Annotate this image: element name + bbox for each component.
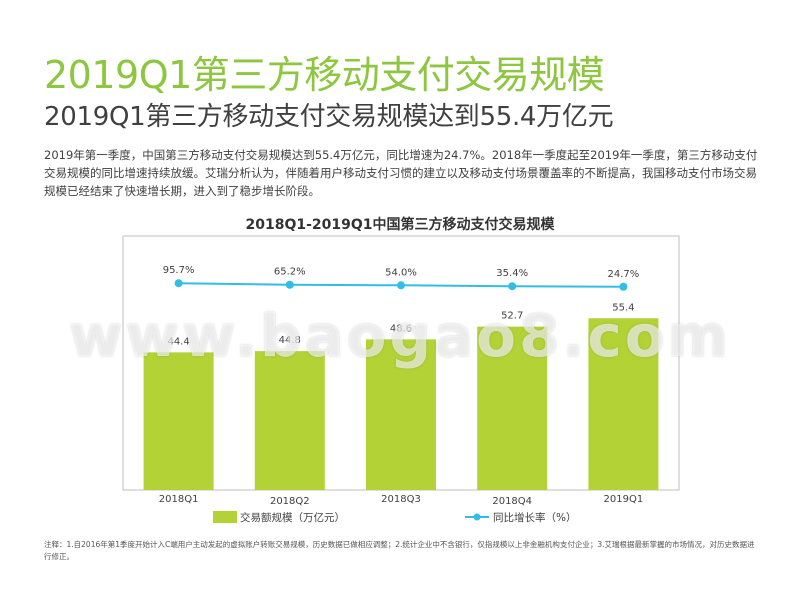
legend-bar-label: 交易额规模（万亿元）	[240, 511, 345, 524]
x-tick-label: 2018Q2	[270, 496, 310, 507]
bar-value-labels: 44.4 44.8 48.6 52.7 55.4	[167, 302, 634, 347]
line-point	[619, 282, 628, 291]
bar-value-label: 48.6	[390, 323, 412, 334]
legend-line-marker	[473, 513, 481, 521]
line-value-label: 24.7%	[608, 269, 640, 280]
line-point	[174, 279, 183, 288]
bar-series	[143, 318, 659, 490]
legend-line-label: 同比增长率（%）	[493, 511, 576, 524]
chart-title: 2018Q1-2019Q1中国第三方移动支付交易规模	[245, 217, 555, 233]
line-value-label: 65.2%	[274, 267, 306, 278]
line-value-label: 95.7%	[163, 265, 195, 276]
bar-value-label: 55.4	[612, 302, 634, 313]
bar	[143, 352, 214, 490]
line-value-label: 35.4%	[496, 268, 528, 279]
bar-value-label: 44.4	[167, 336, 189, 347]
line-series	[174, 279, 628, 291]
line-value-label: 54.0%	[385, 267, 417, 278]
line-value-labels: 95.7% 65.2% 54.0% 35.4% 24.7%	[163, 265, 640, 280]
x-tick-label: 2018Q4	[492, 496, 532, 507]
page-title: 2019Q1第三方移动支付交易规模	[44, 53, 605, 97]
footnote: 注释：1.自2016年第1季度开始计入C端用户主动发起的虚拟账户转账交易规模，历…	[44, 540, 755, 561]
legend: 交易额规模（万亿元） 同比增长率（%）	[213, 511, 576, 524]
bar	[477, 326, 548, 490]
bar	[366, 339, 436, 490]
bar-value-label: 44.8	[279, 335, 301, 346]
x-tick-label: 2018Q3	[381, 494, 421, 505]
legend-bar-swatch	[213, 511, 237, 523]
line-point	[397, 281, 405, 290]
x-tick-label: 2018Q1	[159, 494, 199, 505]
line-point	[508, 282, 517, 291]
page-subtitle: 2019Q1第三方移动支付交易规模达到55.4万亿元	[44, 102, 614, 132]
line-point	[285, 280, 294, 289]
bar	[588, 318, 659, 490]
x-axis-ticks: 2018Q1 2018Q2 2018Q3 2018Q4 2019Q1	[159, 494, 643, 507]
bar	[254, 351, 325, 490]
bar-value-label: 52.7	[501, 311, 523, 322]
x-tick-label: 2019Q1	[604, 494, 644, 505]
description-text: 2019年第一季度，中国第三方移动支付交易规模达到55.4万亿元，同比增速为24…	[44, 148, 758, 198]
